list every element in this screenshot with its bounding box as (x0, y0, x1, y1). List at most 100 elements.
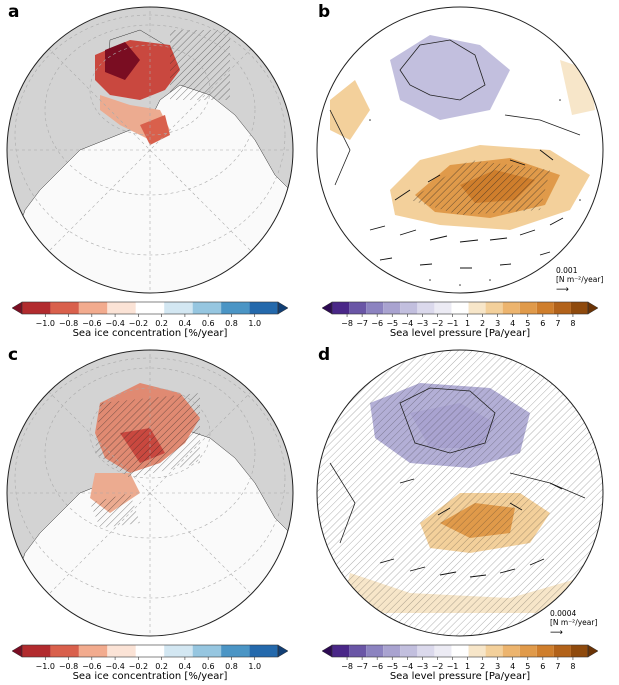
colorbar-extend-high (587, 301, 599, 315)
colorbar: −1.0 −0.8 −0.6 −0.4 −0.2 0.2 0.4 0.6 0.8 1.0 Sea … (11, 300, 289, 340)
colorbar-tick-label: 3 (495, 662, 500, 671)
colorbar-swatch (50, 645, 79, 657)
colorbar-tick-label: 0.6 (202, 319, 215, 328)
globe-map-sea-ice (6, 349, 294, 637)
coastline (329, 39, 581, 186)
colorbar-tick-label: 4 (510, 662, 515, 671)
panel-label: c (8, 345, 19, 365)
colorbar-tick-label: 8 (570, 319, 575, 328)
colorbar-tick-label: −4 (401, 319, 413, 328)
colorbar-tick-label: 5 (525, 319, 530, 328)
colorbar-tick-label: −0.6 (82, 662, 101, 671)
colorbar-swatch (221, 302, 250, 314)
colorbar-swatch (468, 302, 486, 314)
reference-vector-legend: 0.001 [N m⁻²/year] ⟶ (556, 266, 603, 295)
colorbar-extend-low (11, 644, 23, 658)
colorbar-tick-label: −3 (416, 319, 428, 328)
panel-b: b (310, 0, 610, 340)
colorbar-swatch (366, 302, 384, 314)
colorbar-swatch (78, 302, 108, 314)
colorbar-swatch (22, 645, 51, 657)
panel-label: a (8, 2, 20, 22)
colorbar-swatch (519, 645, 537, 657)
panel-d: d 0.0004 [N m⁻² (310, 343, 610, 683)
globe-map-slp (316, 349, 604, 637)
sea-ice-trend-core (105, 42, 140, 80)
colorbar-swatch (485, 302, 503, 314)
colorbar-tick-label: 5 (525, 662, 530, 671)
colorbar-swatch (164, 645, 193, 657)
colorbar-tick-label: 3 (495, 319, 500, 328)
colorbar-swatch (22, 302, 51, 314)
graticule (10, 7, 290, 293)
colorbar-swatch (570, 302, 588, 314)
colorbar-tick-label: −0.4 (105, 662, 124, 671)
reference-vector-unit: [N m⁻²/year] (556, 275, 604, 284)
colorbar-tick-label: −1.0 (36, 319, 55, 328)
colorbar-extend-high (277, 644, 289, 658)
colorbar-swatch (536, 645, 554, 657)
colorbar-tick-label: 4 (510, 319, 515, 328)
colorbar-swatch (434, 645, 452, 657)
colorbar-label: Sea level pressure [Pa/year] (389, 328, 531, 339)
colorbar-swatch (349, 645, 367, 657)
panel-a: a (0, 0, 300, 340)
colorbar-swatch (536, 302, 554, 314)
colorbar-swatch (553, 302, 571, 314)
colorbar-tick-label: 1.0 (248, 662, 261, 671)
colorbar-scale: −8 −7 −6 −5 −4 −3 −2 −1 1 2 3 4 5 6 7 8 (321, 301, 599, 328)
colorbar-frame (21, 301, 279, 315)
colorbar-swatch (192, 645, 222, 657)
colorbar-swatch (434, 302, 452, 314)
colorbar-tick-label: 0.4 (179, 662, 192, 671)
colorbar-tick-label: −3 (416, 662, 428, 671)
colorbar-tick-label: −0.6 (82, 319, 101, 328)
colorbar-swatch (468, 645, 486, 657)
colorbar-tick-label: −2 (432, 662, 444, 671)
colorbar-extend-low (11, 301, 23, 315)
colorbar-swatch (107, 302, 136, 314)
colorbar-swatch (417, 645, 435, 657)
colorbar-tick-label: −8 (341, 319, 353, 328)
colorbar-tick-label: 6 (540, 662, 545, 671)
colorbar-tick-label: −0.8 (59, 662, 78, 671)
colorbar-tick-label: −1 (447, 319, 459, 328)
globe-map-slp (316, 6, 604, 294)
panel-label: d (318, 345, 331, 365)
wind-stress-vectors (369, 149, 564, 269)
colorbar-swatch (249, 645, 278, 657)
colorbar-tick-label: −7 (356, 319, 368, 328)
colorbar-scale: −1.0 −0.8 −0.6 −0.4 −0.2 0.2 0.4 0.6 0.8 1.0 (11, 644, 289, 671)
panel-c: c −1.0 −0 (0, 343, 300, 683)
colorbar-extend-high (587, 644, 599, 658)
colorbar-tick-label: 0.2 (155, 319, 168, 328)
colorbar-extend-low (321, 301, 333, 315)
colorbar-scale: −1.0 −0.8 −0.6 −0.4 −0.2 0.2 0.4 0.6 0.8 1.0 (11, 301, 289, 328)
slp-low-anomaly (390, 35, 510, 120)
colorbar-swatch (366, 645, 384, 657)
colorbar-swatch (400, 645, 418, 657)
colorbar-swatch (451, 645, 469, 657)
colorbar-tick-label: −1 (447, 662, 459, 671)
colorbar-swatch (570, 645, 588, 657)
colorbar-frame (331, 644, 589, 658)
graticule (10, 350, 290, 636)
colorbar-tick-label: 0.8 (225, 319, 238, 328)
colorbar-tick-label: −0.2 (129, 319, 148, 328)
colorbar-tick-label: 2 (480, 319, 485, 328)
colorbar-swatch (400, 302, 418, 314)
colorbar-label: Sea ice concentration [%/year] (72, 671, 228, 682)
colorbar-tick-label: 1 (465, 662, 470, 671)
colorbar-swatch (451, 302, 469, 314)
colorbar: −8 −7 −6 −5 −4 −3 −2 −1 1 2 3 4 5 6 7 8 Sea level press… (321, 300, 599, 340)
colorbar-tick-label: −7 (356, 662, 368, 671)
slp-west-high (330, 80, 370, 140)
colorbar-frame (21, 644, 279, 658)
colorbar: −1.0 −0.8 −0.6 −0.4 −0.2 0.2 0.4 0.6 0.8 1.0 Sea … (11, 643, 289, 683)
sea-ice-trend-pacific (140, 115, 170, 145)
colorbar-swatch (383, 302, 401, 314)
colorbar-swatch (164, 302, 193, 314)
colorbar-swatch (383, 645, 401, 657)
colorbar-tick-label: 6 (540, 319, 545, 328)
colorbar-tick-label: −1.0 (36, 662, 55, 671)
